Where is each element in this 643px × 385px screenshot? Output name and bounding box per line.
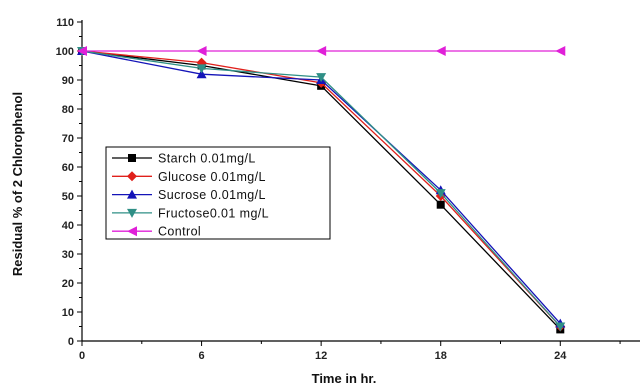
data-point xyxy=(435,46,446,56)
y-tick-label: 70 xyxy=(62,133,74,145)
series-4 xyxy=(77,47,566,332)
x-tick-label: 0 xyxy=(79,350,85,362)
legend-marker xyxy=(128,154,136,162)
data-point xyxy=(316,73,327,83)
legend-label: Glucose 0.01mg/L xyxy=(158,170,266,184)
data-point xyxy=(316,46,327,56)
chart-legend: Starch 0.01mg/L Glucose 0.01mg/L Sucrose 0… xyxy=(105,146,331,240)
y-axis-ticks: 0 10 20 30 40 50 60 70 80 90 100 110 xyxy=(56,17,82,348)
legend-marker xyxy=(127,189,137,199)
chart-series xyxy=(77,46,566,334)
y-tick-label: 80 xyxy=(62,104,74,116)
data-point xyxy=(555,46,566,56)
legend-label: Control xyxy=(158,225,201,239)
legend-box xyxy=(105,146,331,240)
y-tick-label: 20 xyxy=(62,278,74,290)
legend-marker xyxy=(127,226,137,237)
x-tick-label: 18 xyxy=(435,350,447,362)
data-point xyxy=(435,189,446,199)
x-tick-label: 6 xyxy=(199,350,205,362)
legend-label: Fructose0.01 mg/L xyxy=(158,206,269,220)
legend-marker xyxy=(127,171,137,182)
y-tick-label: 50 xyxy=(62,191,74,203)
data-point xyxy=(196,64,207,74)
y-axis-title: Residual % of 2 Chlorophenol xyxy=(10,92,25,276)
x-axis-ticks: 0 6 12 18 24 xyxy=(79,341,621,362)
data-point xyxy=(436,200,445,209)
y-tick-label: 0 xyxy=(68,336,74,348)
legend-item-1: Starch 0.01mg/L xyxy=(112,152,256,166)
chart-axes xyxy=(81,20,640,342)
y-tick-label: 100 xyxy=(56,46,74,58)
y-tick-label: 30 xyxy=(62,249,74,261)
y-tick-label: 40 xyxy=(62,220,74,232)
y-tick-label: 110 xyxy=(56,17,74,29)
data-point xyxy=(196,46,207,56)
legend-item-4: Fructose0.01 mg/L xyxy=(112,206,269,220)
legend-label: Sucrose 0.01mg/L xyxy=(158,188,266,202)
legend-label: Starch 0.01mg/L xyxy=(158,152,256,166)
data-point xyxy=(196,69,207,79)
legend-marker xyxy=(127,208,137,218)
y-tick-label: 10 xyxy=(62,307,74,319)
y-tick-label: 90 xyxy=(62,75,74,87)
legend-item-5: Control xyxy=(112,225,201,239)
y-tick-label: 60 xyxy=(62,162,74,174)
x-axis-title: Time in hr. xyxy=(312,371,377,385)
legend-item-2: Glucose 0.01mg/L xyxy=(112,170,266,184)
x-tick-label: 24 xyxy=(554,350,567,362)
legend-item-3: Sucrose 0.01mg/L xyxy=(112,188,266,202)
data-point xyxy=(555,322,566,332)
series-5 xyxy=(77,46,566,56)
data-point xyxy=(77,46,87,56)
x-tick-label: 12 xyxy=(315,350,327,362)
